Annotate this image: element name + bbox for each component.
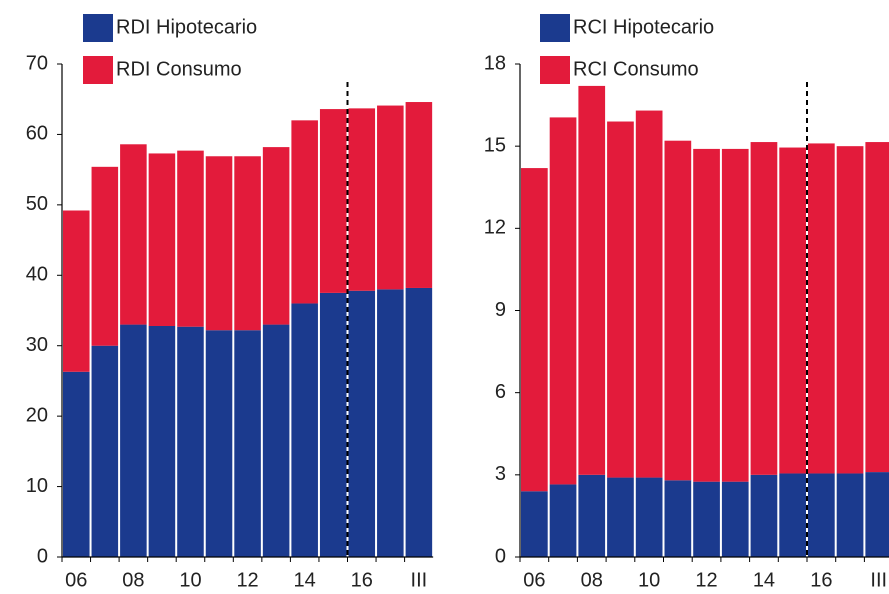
bar-segment xyxy=(405,102,433,288)
x-tick-label: III xyxy=(870,569,887,591)
bar-segment xyxy=(836,473,864,557)
y-tick-label: 12 xyxy=(484,217,506,239)
bar-segment xyxy=(607,121,634,478)
x-tick-label: 10 xyxy=(638,569,660,591)
bar-segment xyxy=(291,120,318,304)
legend-label: RCI Hipotecario xyxy=(573,16,714,38)
bar-segment xyxy=(808,143,835,474)
bar-segment xyxy=(205,330,233,557)
legend-swatch xyxy=(83,14,113,42)
bar-segment xyxy=(607,477,634,557)
legend-swatch xyxy=(540,14,570,42)
bar-segment xyxy=(808,473,835,557)
bar-segment xyxy=(377,289,404,557)
bar-segment xyxy=(779,147,806,474)
bar-segment xyxy=(521,491,548,557)
bar-segment xyxy=(635,477,663,557)
bar-segment xyxy=(177,150,204,327)
bar-segment xyxy=(721,148,749,482)
x-tick-label: 14 xyxy=(753,569,775,591)
bar-segment xyxy=(91,345,119,557)
y-tick-label: 0 xyxy=(37,545,48,567)
legend-label: RCI Consumo xyxy=(573,58,699,80)
x-tick-label: 06 xyxy=(65,569,87,591)
bar-segment xyxy=(836,146,864,474)
x-tick-label: 12 xyxy=(695,569,717,591)
bar-segment xyxy=(521,168,548,492)
y-tick-label: 30 xyxy=(26,334,48,356)
y-tick-label: 3 xyxy=(495,463,506,485)
bar-segment xyxy=(262,147,290,325)
y-tick-label: 0 xyxy=(495,545,506,567)
legend-swatch xyxy=(540,56,570,84)
y-tick-label: 50 xyxy=(26,193,48,215)
y-tick-label: 60 xyxy=(26,123,48,145)
bar-segment xyxy=(578,474,606,557)
bar-segment xyxy=(234,330,261,557)
bar-segment xyxy=(262,324,290,557)
bar-segment xyxy=(205,156,233,331)
bar-segment xyxy=(91,166,119,346)
x-tick-label: 12 xyxy=(236,569,258,591)
bar-segment xyxy=(177,326,204,557)
y-tick-label: 10 xyxy=(26,475,48,497)
y-tick-label: 20 xyxy=(26,404,48,426)
x-tick-label: 08 xyxy=(581,569,603,591)
x-tick-label: 06 xyxy=(523,569,545,591)
bar-segment xyxy=(865,472,889,557)
bar-segment xyxy=(750,142,778,475)
bar-segment xyxy=(664,480,692,557)
bar-segment xyxy=(377,105,404,290)
bar-segment xyxy=(148,153,176,326)
legend-label: RDI Hipotecario xyxy=(116,16,257,38)
x-tick-label: III xyxy=(411,569,428,591)
bar-segment xyxy=(63,210,90,372)
bar-segment xyxy=(291,303,318,557)
x-tick-label: 16 xyxy=(351,569,373,591)
bar-segment xyxy=(319,109,347,293)
x-tick-label: 14 xyxy=(294,569,316,591)
bar-segment xyxy=(348,290,376,557)
legend-swatch xyxy=(83,56,113,84)
bar-segment xyxy=(148,325,176,557)
bar-segment xyxy=(405,287,433,557)
y-tick-label: 9 xyxy=(495,299,506,321)
y-tick-label: 70 xyxy=(26,52,48,74)
bar-segment xyxy=(319,292,347,557)
bar-segment xyxy=(549,484,577,557)
bar-segment xyxy=(120,144,147,325)
bar-segment xyxy=(120,324,147,557)
y-tick-label: 15 xyxy=(484,134,506,156)
bar-segment xyxy=(635,110,663,478)
bar-segment xyxy=(865,142,889,473)
y-tick-label: 40 xyxy=(26,264,48,286)
bar-segment xyxy=(779,473,806,557)
bar-segment xyxy=(234,156,261,331)
x-tick-label: 16 xyxy=(810,569,832,591)
bar-segment xyxy=(693,481,720,557)
bar-segment xyxy=(721,481,749,557)
legend-label: RDI Consumo xyxy=(116,58,242,80)
bar-segment xyxy=(750,474,778,557)
y-tick-label: 18 xyxy=(484,52,506,74)
bar-segment xyxy=(693,148,720,482)
y-tick-label: 6 xyxy=(495,381,506,403)
bar-segment xyxy=(549,117,577,485)
bar-segment xyxy=(348,108,376,291)
bar-segment xyxy=(578,85,606,475)
bar-segment xyxy=(664,140,692,481)
x-tick-label: 08 xyxy=(122,569,144,591)
x-tick-label: 10 xyxy=(179,569,201,591)
bar-segment xyxy=(63,371,90,557)
